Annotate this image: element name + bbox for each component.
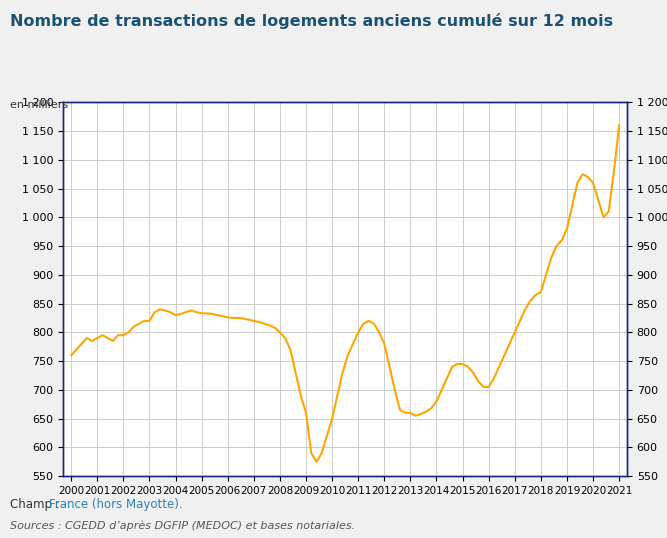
Text: Champ :: Champ : <box>10 498 63 511</box>
Text: France (hors Mayotte).: France (hors Mayotte). <box>49 498 182 511</box>
Text: en milliers: en milliers <box>10 100 68 110</box>
Text: Sources : CGEDD d’après DGFIP (MEDOC) et bases notariales.: Sources : CGEDD d’après DGFIP (MEDOC) et… <box>10 520 355 531</box>
Text: Nombre de transactions de logements anciens cumulé sur 12 mois: Nombre de transactions de logements anci… <box>10 13 613 30</box>
